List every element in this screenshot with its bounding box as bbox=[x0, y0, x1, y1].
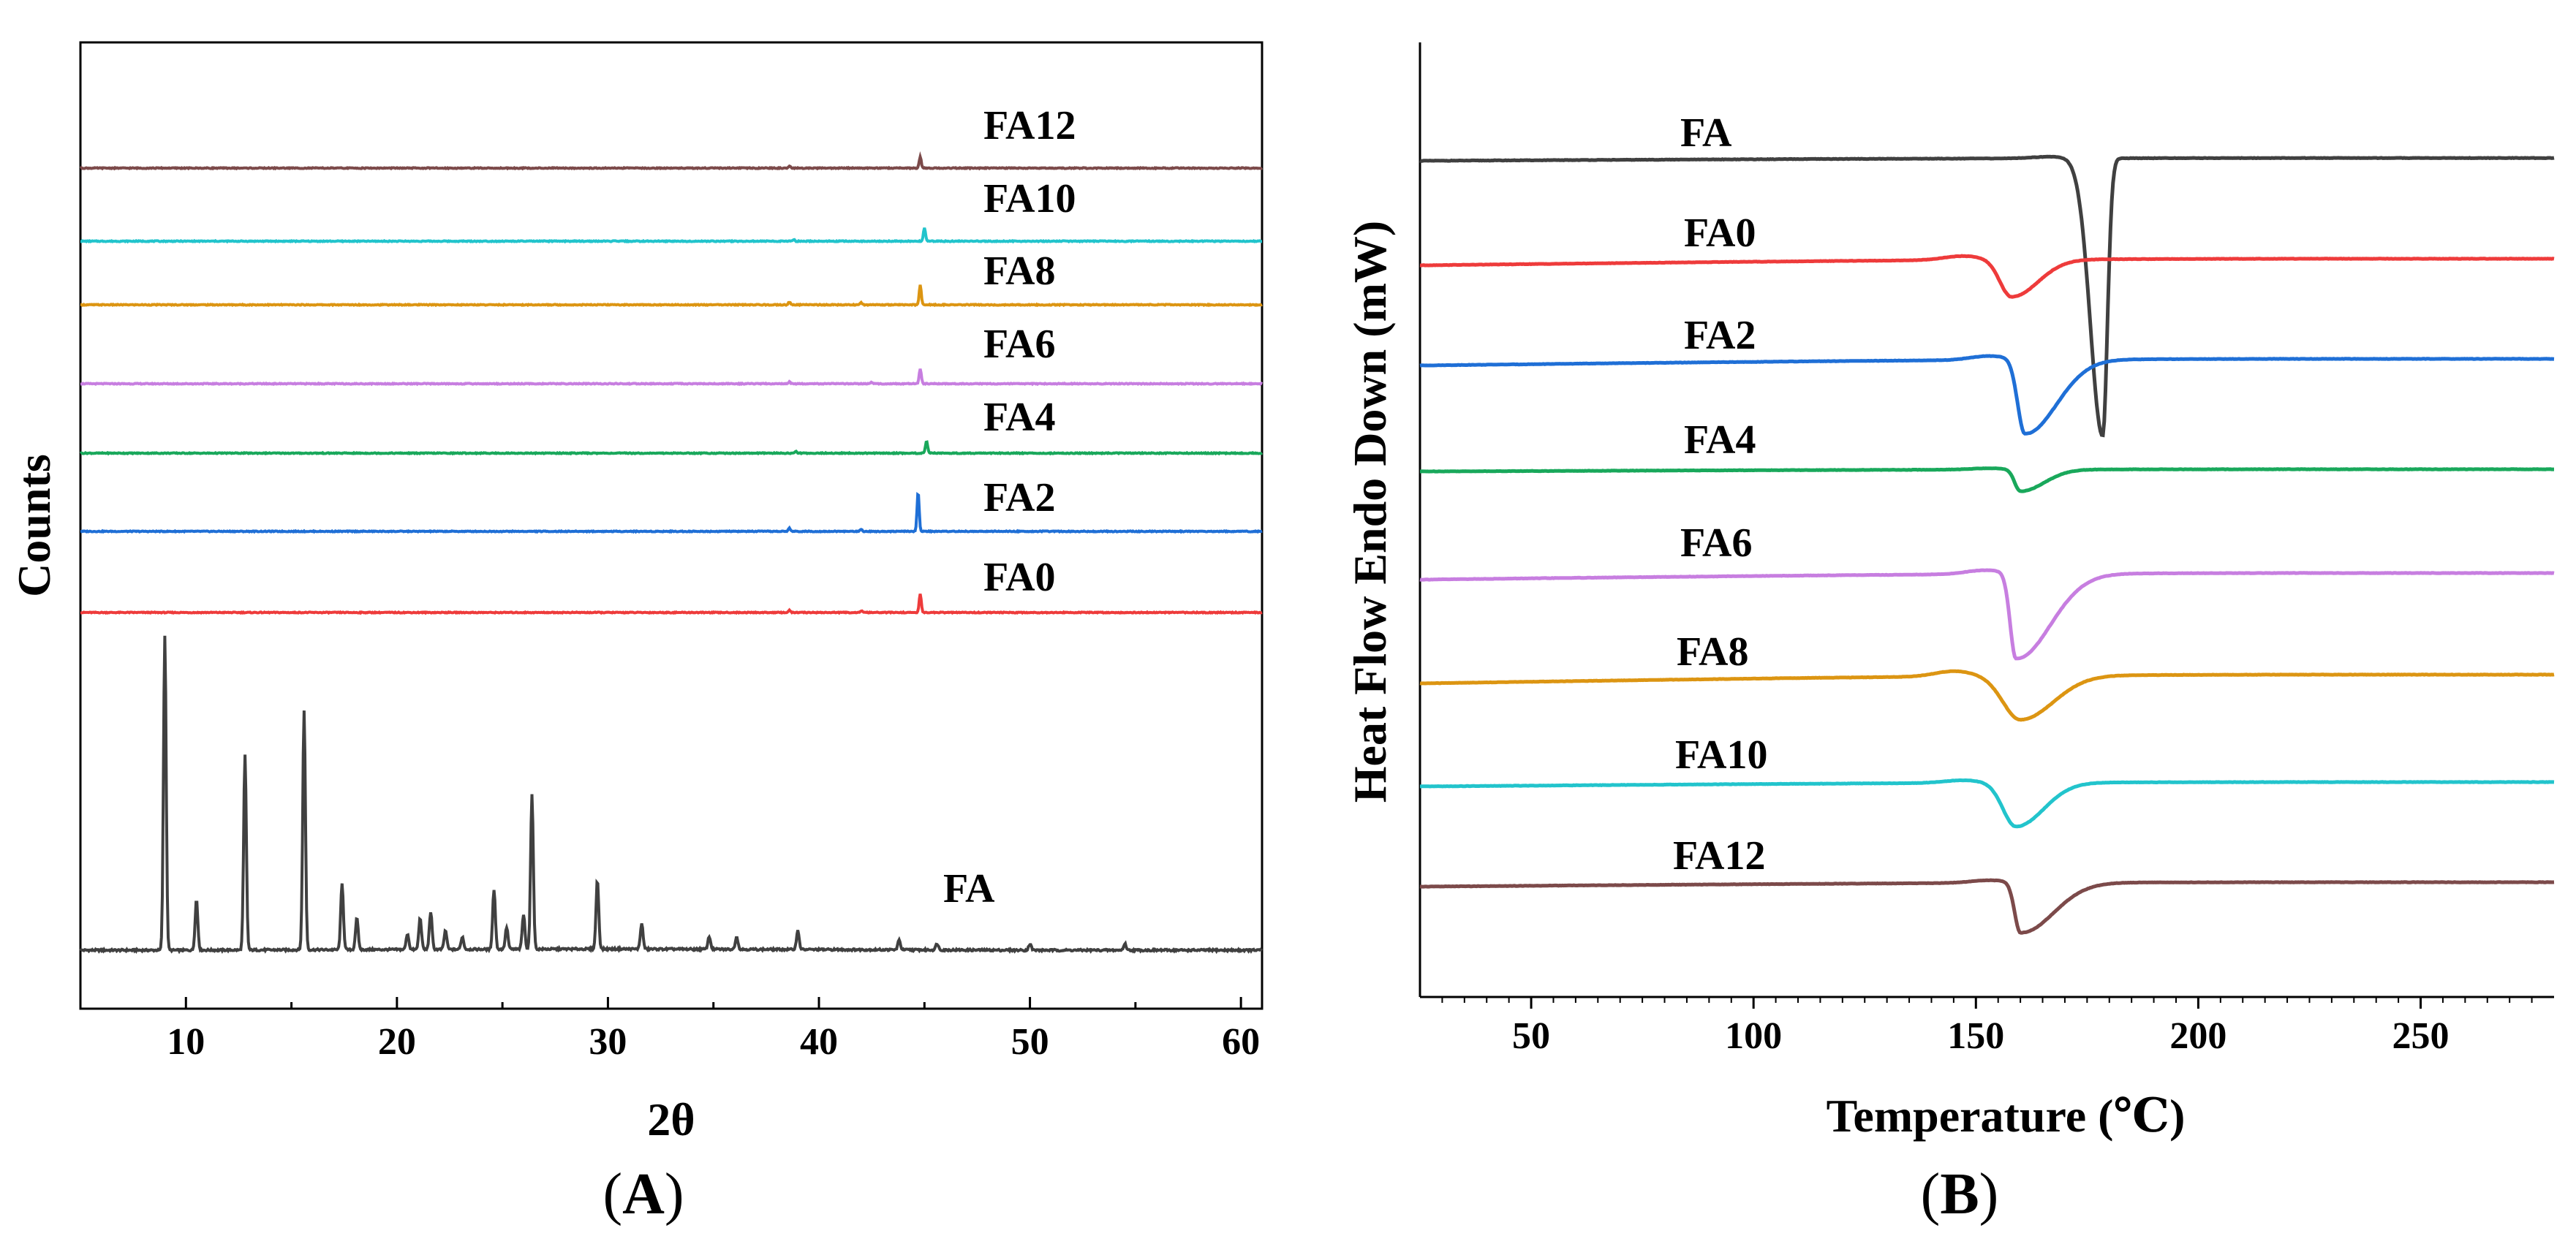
dsc-series-labels: FA FA0 FA2 FA4 FA6 FA8 FA10 FA12 bbox=[1673, 110, 1768, 879]
xrd-tick-label-50: 50 bbox=[1011, 1021, 1049, 1063]
dsc-label-fa4: FA4 bbox=[1684, 417, 1756, 463]
xrd-tick-label-30: 30 bbox=[589, 1021, 627, 1063]
xrd-label-fa4: FA4 bbox=[983, 395, 1056, 440]
xrd-plot-frame bbox=[79, 41, 1264, 1010]
dsc-label-fa10: FA10 bbox=[1675, 732, 1768, 778]
dsc-tick-label-150: 150 bbox=[1947, 1015, 2004, 1057]
xrd-tick-label-10: 10 bbox=[167, 1021, 205, 1063]
dsc-x-axis-title: Temperature (℃) bbox=[1827, 1090, 2186, 1142]
xrd-panel-label: (A) bbox=[603, 1162, 684, 1226]
xrd-label-fa0: FA0 bbox=[983, 555, 1056, 600]
xrd-label-fa10: FA10 bbox=[983, 176, 1076, 221]
xrd-curve-fa12 bbox=[79, 151, 1264, 171]
dsc-label-fa8: FA8 bbox=[1677, 629, 1749, 675]
dsc-curves bbox=[1419, 154, 2555, 935]
xrd-curve-fa bbox=[79, 635, 1263, 955]
xrd-curve-fa6 bbox=[80, 368, 1264, 387]
xrd-label-fa6: FA6 bbox=[983, 322, 1056, 367]
xrd-tick-label-40: 40 bbox=[800, 1021, 838, 1063]
xrd-curve-fa0 bbox=[80, 594, 1263, 615]
dsc-curve-fa0 bbox=[1419, 254, 2555, 299]
dsc-label-fa12: FA12 bbox=[1673, 833, 1766, 879]
dsc-label-fa2: FA2 bbox=[1684, 313, 1756, 358]
dsc-curve-fa12 bbox=[1419, 878, 2555, 935]
xrd-curve-fa4 bbox=[79, 440, 1264, 456]
xrd-label-fa: FA bbox=[943, 866, 995, 911]
xrd-label-fa8: FA8 bbox=[983, 249, 1056, 294]
xrd-label-fa12: FA12 bbox=[983, 103, 1076, 148]
dsc-curve-fa8 bbox=[1419, 669, 2555, 722]
dsc-panel: 50 100 150 200 250 FA FA0 FA2 FA4 FA6 FA8 FA10 FA12… bbox=[1344, 42, 2555, 1226]
xrd-x-ticks: 10 20 30 40 50 60 bbox=[79, 997, 1260, 1063]
dsc-panel-letter: B bbox=[1940, 1162, 1979, 1226]
xrd-curve-fa2 bbox=[80, 492, 1263, 534]
dsc-tick-label-200: 200 bbox=[2169, 1015, 2226, 1057]
xrd-x-axis-title: 2θ bbox=[647, 1093, 695, 1145]
dsc-tick-label-50: 50 bbox=[1512, 1015, 1550, 1057]
xrd-panel: 10 20 30 40 50 60 FA FA0 FA2 FA4 FA6 FA8 FA10 FA12 2… bbox=[8, 41, 1264, 1226]
xrd-curve-fa10 bbox=[80, 227, 1262, 244]
dsc-y-axis-title: Heat Flow Endo Down (mW) bbox=[1344, 221, 1396, 803]
dsc-tick-label-100: 100 bbox=[1725, 1015, 1782, 1057]
xrd-label-fa2: FA2 bbox=[983, 475, 1056, 520]
dsc-curve-fa10 bbox=[1420, 778, 2555, 829]
dsc-label-fa6: FA6 bbox=[1680, 520, 1753, 566]
xrd-panel-letter: A bbox=[622, 1162, 665, 1226]
dsc-label-fa: FA bbox=[1680, 110, 1732, 156]
xrd-tick-label-20: 20 bbox=[378, 1021, 416, 1063]
xrd-curves bbox=[79, 151, 1264, 955]
dsc-tick-label-250: 250 bbox=[2392, 1015, 2450, 1057]
dsc-label-fa0: FA0 bbox=[1684, 211, 1756, 256]
dsc-panel-label: (B) bbox=[1921, 1162, 1999, 1226]
dsc-curve-fa bbox=[1419, 154, 2555, 438]
dsc-curve-fa4 bbox=[1420, 466, 2554, 493]
xrd-series-labels: FA FA0 FA2 FA4 FA6 FA8 FA10 FA12 bbox=[943, 103, 1076, 911]
xrd-tick-label-60: 60 bbox=[1222, 1021, 1260, 1063]
dsc-curve-fa6 bbox=[1419, 568, 2555, 661]
xrd-curve-fa8 bbox=[80, 284, 1263, 308]
dsc-curve-fa2 bbox=[1419, 354, 2555, 436]
xrd-y-axis-title: Counts bbox=[8, 454, 60, 597]
dsc-x-ticks: 50 100 150 200 250 bbox=[1441, 997, 2533, 1057]
